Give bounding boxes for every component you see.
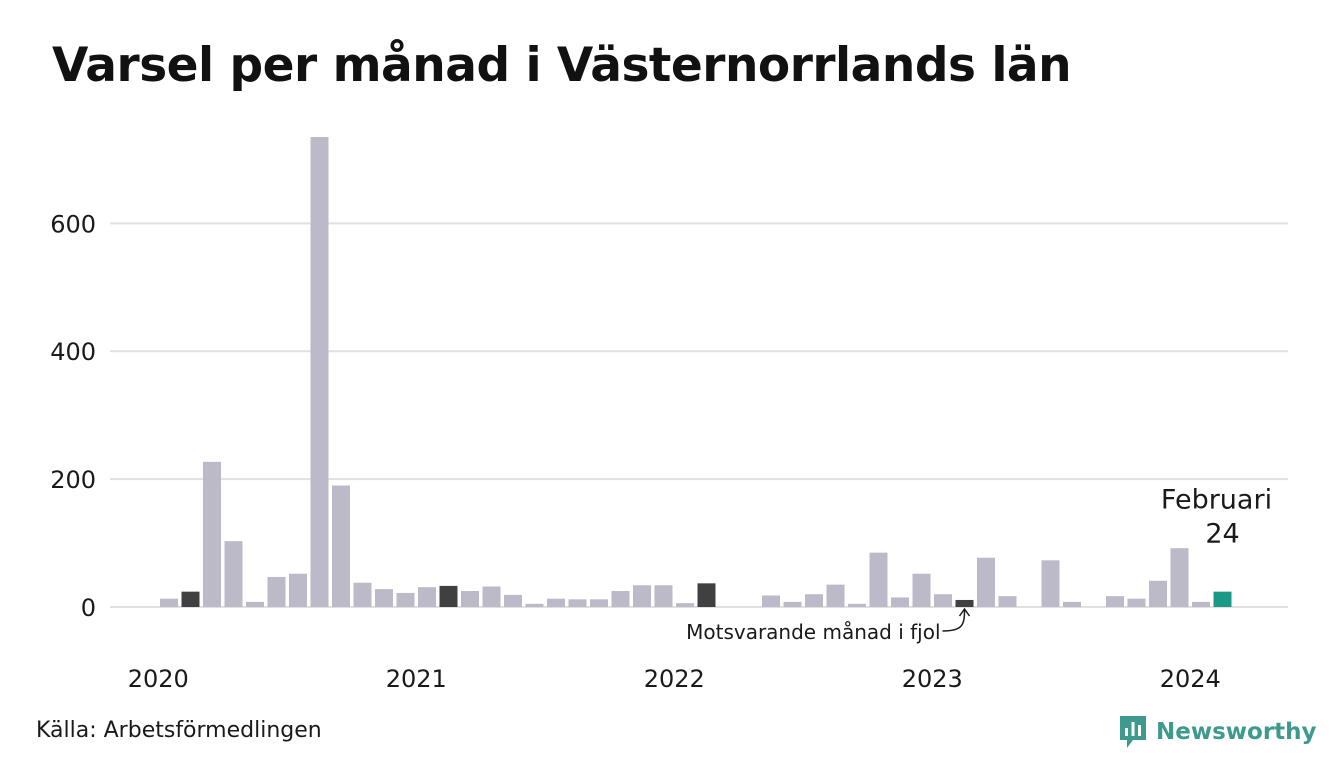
x-tick-label: 2021: [386, 665, 447, 693]
y-axis-ticks: 0 200 400 600: [50, 210, 96, 622]
bar-2022-07: [805, 594, 823, 607]
bar-2021-05: [504, 594, 522, 607]
source-note: Källa: Arbetsförmedlingen: [36, 718, 322, 743]
bar-2022-12: [912, 573, 931, 607]
bar-2022-10: [869, 552, 888, 607]
bar-2023-04: [998, 596, 1017, 607]
bar-2020-01: [160, 598, 178, 607]
y-tick-label: 200: [50, 466, 96, 494]
previous-year-arrowhead: [958, 607, 971, 617]
bar-2021-07: [547, 598, 565, 607]
bar-2023-03: [977, 557, 995, 607]
bar-chart: 0 200 400 600 2020 2021 2022 2023 2024 Februari…: [50, 137, 1288, 693]
current-month-value: 24: [1205, 519, 1239, 550]
current-month-label: Februari: [1161, 485, 1272, 516]
bar-2022-02: [697, 583, 716, 607]
bar-2020-08: [310, 137, 329, 607]
bar-2022-11: [891, 597, 909, 607]
x-tick-label: 2023: [902, 665, 963, 693]
bar-2020-03: [203, 461, 221, 607]
y-tick-label: 400: [50, 338, 96, 366]
newsworthy-logo-icon: [1120, 716, 1146, 748]
bar-2023-01: [934, 594, 952, 607]
bar-2023-09: [1106, 596, 1124, 607]
bar-2024-01: [1192, 601, 1210, 607]
bar-2021-03: [461, 591, 479, 607]
brand-name: Newsworthy: [1156, 719, 1317, 745]
bar-2021-02: [439, 585, 458, 607]
x-tick-label: 2024: [1160, 665, 1221, 693]
bar-2021-08: [568, 599, 587, 607]
brand-logo[interactable]: Newsworthy: [1118, 714, 1317, 750]
previous-year-arrow: [942, 609, 966, 632]
y-tick-label: 600: [50, 210, 96, 238]
x-tick-label: 2022: [644, 665, 705, 693]
bar-2020-10: [353, 582, 372, 607]
bar-2023-07: [1063, 601, 1081, 607]
bar-2022-05: [762, 595, 780, 607]
bar-2020-02: [181, 591, 200, 607]
bar-2023-12: [1170, 548, 1189, 607]
bar-2021-11: [633, 585, 651, 607]
chart-title: Varsel per månad i Västernorrlands län: [52, 38, 1072, 93]
bar-2021-12: [654, 585, 673, 607]
x-tick-label: 2020: [128, 665, 189, 693]
bar-2020-07: [289, 573, 307, 607]
bar-2021-04: [482, 586, 501, 607]
bar-2023-11: [1149, 580, 1167, 607]
bar-2020-06: [267, 576, 286, 607]
bar-2020-11: [375, 589, 393, 607]
y-tick-label: 0: [81, 594, 96, 622]
bar-2023-10: [1127, 598, 1146, 607]
bar-2020-09: [332, 485, 350, 607]
bar-2022-06: [783, 601, 802, 607]
bar-2020-04: [224, 541, 243, 607]
bar-2022-08: [826, 584, 845, 607]
bar-2024-02: [1213, 591, 1232, 607]
bars: [160, 137, 1232, 607]
bar-2020-05: [246, 601, 264, 607]
previous-year-note: Motsvarande månad i fjol: [686, 620, 940, 644]
bar-2022-01: [676, 603, 694, 607]
bar-2023-06: [1041, 560, 1060, 607]
gridlines: [110, 222, 1288, 608]
bar-2022-09: [848, 603, 866, 607]
bar-2020-12: [396, 592, 415, 607]
annotations: Februari 24 Motsvarande månad i fjol: [686, 485, 1272, 644]
bar-2021-10: [611, 591, 630, 607]
bar-2023-02: [955, 599, 974, 607]
bar-2021-09: [590, 599, 608, 607]
x-axis-ticks: 2020 2021 2022 2023 2024: [128, 665, 1221, 693]
bar-2021-06: [525, 603, 544, 607]
bar-2021-01: [418, 587, 436, 607]
